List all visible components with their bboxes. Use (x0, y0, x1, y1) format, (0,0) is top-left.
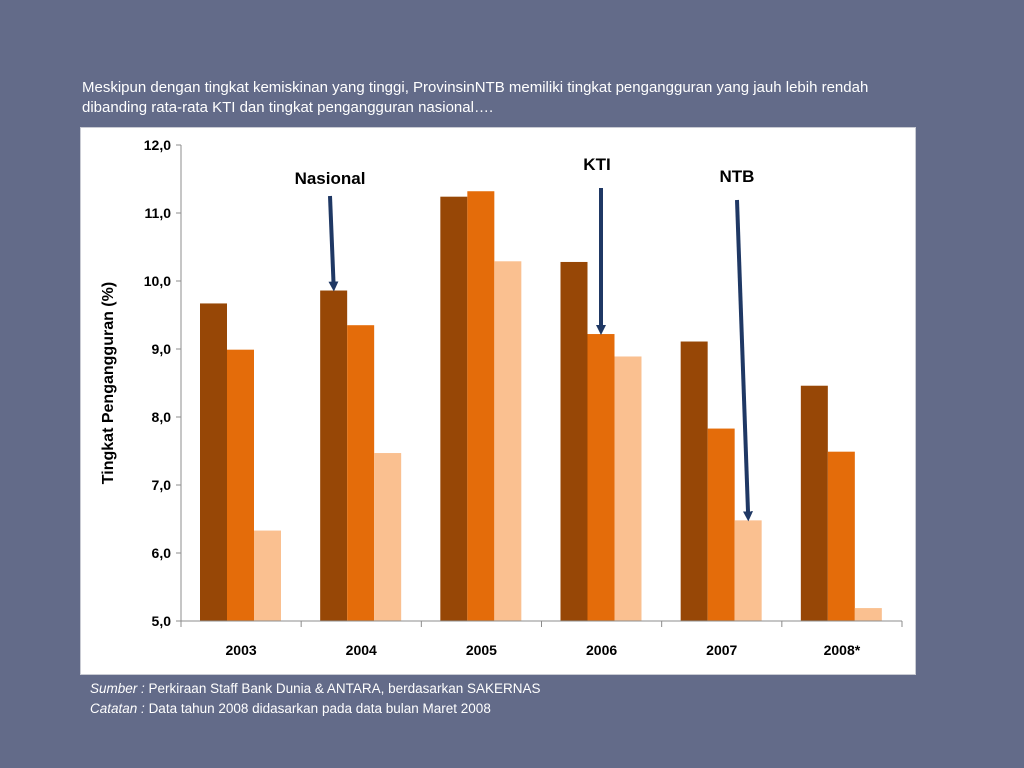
bar-nasional-2006 (560, 261, 588, 621)
x-tick-label: 2005 (466, 642, 497, 658)
bar-ntb-2005 (494, 261, 522, 621)
x-tick-label: 2006 (586, 642, 617, 658)
footnote: Sumber : Perkiraan Staff Bank Dunia & AN… (90, 679, 790, 719)
bar-kti-2003 (227, 349, 254, 621)
bar-nasional-2004 (320, 290, 348, 621)
annotation-label-kti: KTI (583, 155, 610, 174)
bar-nasional-2005 (440, 196, 468, 621)
y-tick-label: 11,0 (145, 205, 172, 221)
bar-nasional-2008 (800, 385, 828, 621)
y-tick-label: 6,0 (152, 545, 172, 561)
headline: Meskipun dengan tingkat kemiskinan yang … (82, 79, 869, 116)
y-tick-label: 5,0 (152, 613, 172, 629)
bar-kti-2007 (707, 428, 735, 621)
source-label: Sumber : (90, 681, 145, 696)
bar-ntb-2003 (254, 530, 281, 621)
bar-ntb-2007 (734, 520, 762, 621)
bar-ntb-2004 (374, 453, 402, 621)
bar-kti-2005 (467, 191, 495, 622)
x-tick-label: 2007 (706, 642, 737, 658)
y-tick-label: 9,0 (152, 341, 172, 357)
bar-kti-2006 (587, 334, 615, 621)
y-tick-label: 7,0 (152, 477, 172, 493)
x-tick-label: 2004 (346, 642, 377, 658)
bar-nasional-2003 (200, 303, 227, 621)
unemployment-bar-chart: 5,0 6,0 7,0 8,0 9,0 10,0 11,0 12,0 Tingkat Penga… (100, 137, 903, 658)
source-text: Perkiraan Staff Bank Dunia & ANTARA, ber… (148, 681, 541, 696)
y-tick-label: 12,0 (144, 137, 171, 153)
x-tick-label: 2003 (226, 642, 257, 658)
annotation-arrow-nasional (328, 195, 339, 292)
annotation-arrow-ntb (735, 199, 753, 522)
annotation-label-ntb: NTB (720, 167, 755, 186)
bar-ntb-2006 (614, 356, 642, 621)
bar-kti-2008 (827, 451, 855, 621)
annotation-label-nasional: Nasional (295, 169, 366, 188)
bar-kti-2004 (347, 325, 375, 621)
x-tick-label: 2008* (824, 642, 861, 658)
source-line: Sumber : Perkiraan Staff Bank Dunia & AN… (90, 679, 790, 699)
note-line: Catatan : Data tahun 2008 didasarkan pad… (90, 699, 790, 719)
chart-panel: 5,0 6,0 7,0 8,0 9,0 10,0 11,0 12,0 Tingkat Penga… (81, 128, 915, 674)
y-tick-label: 8,0 (152, 409, 172, 425)
bar-nasional-2007 (680, 341, 708, 621)
note-text: Data tahun 2008 didasarkan pada data bul… (148, 701, 491, 716)
note-label: Catatan : (90, 701, 145, 716)
y-tick-label: 10,0 (144, 273, 171, 289)
y-axis-title: Tingkat Pengangguran (%) (100, 282, 117, 484)
bar-ntb-2008 (854, 608, 882, 621)
